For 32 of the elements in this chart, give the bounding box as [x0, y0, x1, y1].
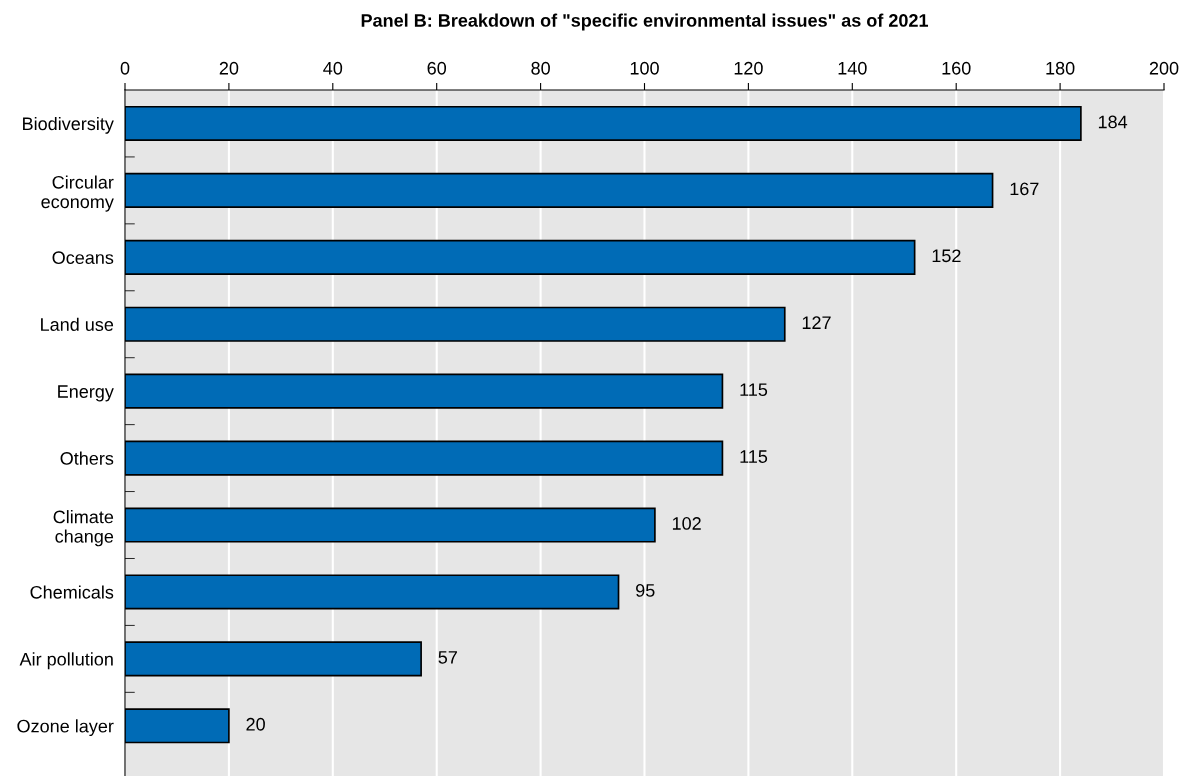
x-tick-label: 160 [942, 61, 971, 75]
y-tick-label: Land use [41, 317, 114, 331]
data-label: 20 [246, 717, 265, 731]
y-tick-label: Air pollution [19, 652, 113, 670]
x-tick-label: 20 [219, 61, 239, 75]
x-tick-label: 140 [838, 61, 867, 75]
data-label: 184 [1098, 115, 1128, 129]
data-label: 95 [636, 584, 655, 597]
x-tick-label: 180 [1046, 61, 1075, 75]
data-label: 57 [438, 651, 457, 664]
data-label: 115 [740, 383, 768, 397]
y-tick-label: Oceans [52, 251, 114, 265]
y-tick-label: Others [60, 451, 114, 465]
x-tick-label: 60 [427, 61, 447, 75]
data-label: 152 [932, 249, 961, 263]
y-tick-label: Biodiversity [23, 116, 114, 134]
data-label: 127 [802, 316, 831, 329]
x-tick-label: 120 [734, 61, 763, 75]
y-tick-label: Chemicals [30, 585, 114, 599]
x-tick-label: 100 [630, 61, 659, 75]
y-tick-label: Circular economy [41, 175, 114, 212]
x-tick-label: 0 [120, 61, 130, 75]
x-tick-label: 200 [1149, 61, 1179, 75]
data-label: 102 [672, 517, 701, 530]
y-tick-label: Energy [58, 385, 114, 402]
y-tick-label: Ozone layer [17, 719, 114, 737]
data-label: 115 [740, 450, 768, 463]
x-tick-label: 40 [323, 61, 343, 75]
data-label: 167 [1010, 182, 1039, 196]
y-tick-label: Climate change [53, 510, 114, 547]
chart-title: Panel B: Breakdown of "specific environmental issues" as of 2021 [361, 13, 929, 31]
x-tick-label: 80 [531, 61, 550, 75]
